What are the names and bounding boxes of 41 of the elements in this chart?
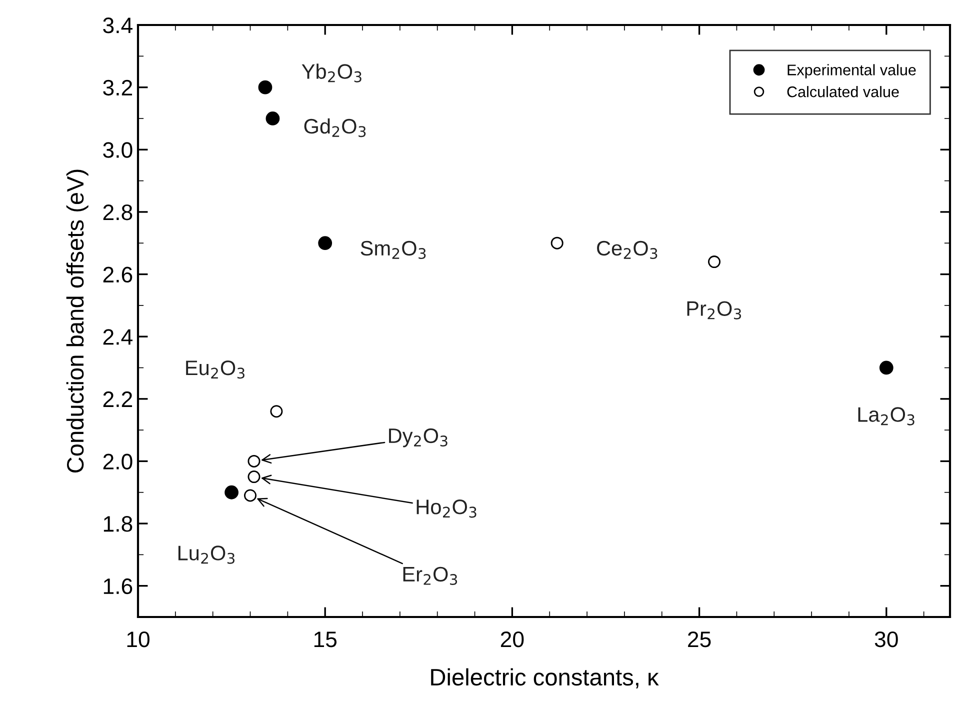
annotation: Ce$_{2}$O$_{3}$ [597,240,658,260]
x-tick-label: 20 [500,631,524,648]
x-tick-label: 15 [314,632,337,648]
annotation: Dy$_{2}$O$_{3}$ [389,428,448,448]
point [270,405,283,418]
x-axis-title: Dielectric constants, κ [431,668,659,688]
point [708,256,721,268]
point [248,454,260,468]
annotation: La$_{2}$O$_{3}$ [858,407,914,426]
x-tick-label: 30 [874,631,898,648]
y-tick-label: 2.4 [103,329,132,345]
annotation: Lu$_{2}$O$_{3}$ [178,546,234,564]
point [318,236,332,250]
annotation: Ho$_{2}$O$_{3}$ [416,500,476,518]
point [258,80,272,94]
x-tick-label: 25 [688,631,711,648]
y-tick-label: 1.6 [104,578,132,594]
annotation: Yb$_{2}$O$_{3}$ [302,64,362,82]
y-tick-label: 1.8 [104,516,132,532]
point [248,470,260,484]
y-axis-title: Conduction band offsets (eV) [66,170,88,472]
y-tick-label: 2.8 [103,204,132,220]
point [550,236,564,250]
annotation: Eu$_{2}$O$_{3}$ [186,360,244,379]
x-tick-label: 10 [127,631,150,648]
legend-label: Calculated value [787,86,899,98]
y-tick-label: 2.6 [103,266,132,283]
point [879,360,894,375]
annotation: Pr$_{2}$O$_{3}$ [687,301,742,320]
point [224,485,238,500]
y-tick-label: 3.2 [103,80,132,96]
y-tick-label: 2.0 [103,454,132,470]
annotation: Gd$_{2}$O$_{3}$ [304,118,366,138]
y-tick-label: 3.0 [103,142,132,158]
y-tick-label: 2.2 [103,391,132,407]
point [244,489,257,502]
annotation: Sm$_{2}$O$_{3}$ [360,240,426,260]
point [266,112,280,126]
legend-label: Experimental value [788,64,916,78]
y-tick-label: 3.4 [103,18,132,34]
annotation: Er$_{2}$O$_{3}$ [403,566,458,586]
